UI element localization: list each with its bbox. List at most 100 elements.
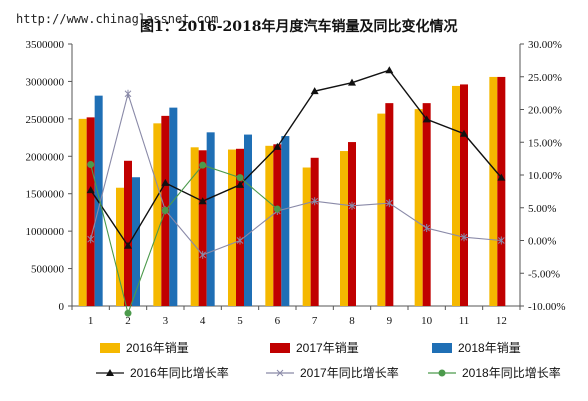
y-right-tick-label: 10.00% (528, 170, 562, 182)
y-right-tick-label: -5.00% (528, 268, 560, 280)
legend-marker (438, 369, 446, 377)
bar-2017 (348, 142, 356, 306)
x-tick-label: 10 (421, 315, 433, 327)
x-tick-label: 2 (125, 315, 131, 327)
point-2016-growth (348, 78, 356, 86)
bar-2017 (273, 144, 282, 306)
point-2017-growth (348, 201, 356, 210)
watermark-url: http://www.chinaglassnet.com (16, 12, 219, 26)
y-left-tick-label: 1500000 (26, 189, 65, 201)
bar-2017 (460, 84, 468, 307)
y-right-tick-label: 25.00% (528, 72, 562, 84)
y-left-tick-label: 2000000 (26, 151, 65, 163)
legend-label: 2016年同比增长率 (130, 365, 229, 380)
point-2017-growth (236, 236, 244, 245)
point-2016-growth (198, 197, 207, 205)
point-2018-growth (236, 174, 244, 182)
bar-2018 (132, 177, 140, 306)
bar-2016 (190, 147, 199, 306)
legend-marker (276, 369, 284, 377)
bar-2017 (310, 157, 319, 306)
point-2017-growth (423, 224, 431, 233)
point-2017-growth (497, 236, 505, 245)
bar-2017 (86, 117, 95, 306)
y-right-tick-label: 5.00% (528, 203, 556, 215)
x-tick-label: 4 (200, 315, 206, 327)
point-2016-growth (460, 129, 468, 137)
legend-swatch (432, 343, 452, 353)
bar-2018 (281, 136, 290, 306)
x-tick-label: 12 (496, 315, 507, 327)
bar-2016 (414, 109, 423, 306)
y-left-tick-label: 1000000 (26, 226, 65, 238)
bar-2016 (377, 113, 386, 306)
bar-2016 (489, 76, 498, 307)
point-2018-growth (199, 161, 207, 169)
bar-2017 (497, 76, 506, 307)
point-2016-growth (86, 186, 95, 194)
bar-2016 (153, 123, 162, 306)
point-2016-growth (385, 66, 394, 74)
line-2018-growth (90, 164, 278, 316)
y-right-tick-label: 30.00% (528, 39, 562, 51)
point-2018-growth (161, 206, 169, 214)
chart-title: 图1：2016-2018年月度汽车销量及同比变化情况 (140, 19, 458, 35)
x-tick-label: 5 (237, 315, 243, 327)
y-left-tick-label: 3000000 (26, 76, 65, 88)
point-2016-growth (273, 142, 282, 150)
bar-2016 (116, 187, 124, 306)
bar-2017 (198, 150, 207, 306)
point-2017-growth (199, 250, 207, 259)
bar-2018 (206, 132, 215, 306)
y-right-tick-label: -10.00% (528, 301, 566, 313)
y-left-tick-label: 2500000 (26, 114, 65, 126)
point-2018-growth (273, 205, 281, 213)
legend-label: 2017年销量 (296, 341, 359, 355)
bar-2016 (452, 85, 460, 306)
bar-2016 (340, 151, 348, 306)
bar-2016 (265, 145, 274, 306)
bar-2016 (78, 118, 87, 306)
point-2017-growth (460, 233, 468, 242)
y-left-tick-label: 500000 (31, 264, 65, 276)
point-2017-growth (385, 199, 393, 208)
line-2016-growth (90, 69, 502, 248)
point-2016-growth (310, 87, 319, 95)
point-2017-growth (311, 197, 319, 206)
point-2016-growth (124, 241, 132, 249)
point-2016-growth (422, 115, 431, 123)
bar-2017 (422, 103, 431, 306)
x-tick-label: 9 (387, 315, 393, 327)
legend-marker (106, 369, 114, 376)
legend-label: 2017年同比增长率 (300, 365, 399, 380)
legend-label: 2016年销量 (126, 341, 189, 355)
bar-2017 (124, 160, 132, 306)
y-right-tick-label: 15.00% (528, 137, 562, 149)
x-tick-label: 1 (88, 315, 94, 327)
x-tick-label: 8 (349, 315, 355, 327)
point-2016-growth (161, 178, 170, 186)
y-right-tick-label: 20.00% (528, 105, 562, 117)
point-2017-growth (124, 89, 132, 98)
bar-2016 (228, 149, 236, 306)
y-right-tick-label: 0.00% (528, 236, 556, 248)
y-left-tick-label: 3500000 (26, 39, 65, 51)
point-2017-growth (87, 235, 95, 244)
line-2017-growth (90, 91, 502, 256)
x-tick-label: 11 (459, 315, 470, 327)
x-tick-label: 6 (275, 315, 281, 327)
legend-swatch (100, 343, 120, 353)
y-left-tick-label: 0 (59, 301, 65, 313)
legend-label: 2018年销量 (458, 341, 521, 355)
x-tick-label: 7 (312, 315, 318, 327)
legend-label: 2018年同比增长率 (462, 365, 561, 380)
bar-2018 (244, 134, 252, 306)
bar-2018 (169, 107, 178, 306)
point-2018-growth (124, 309, 132, 317)
bar-2016 (302, 167, 311, 306)
point-2016-growth (497, 173, 506, 181)
bar-2017 (236, 148, 244, 306)
point-2016-growth (236, 180, 244, 188)
x-tick-label: 3 (163, 315, 169, 327)
